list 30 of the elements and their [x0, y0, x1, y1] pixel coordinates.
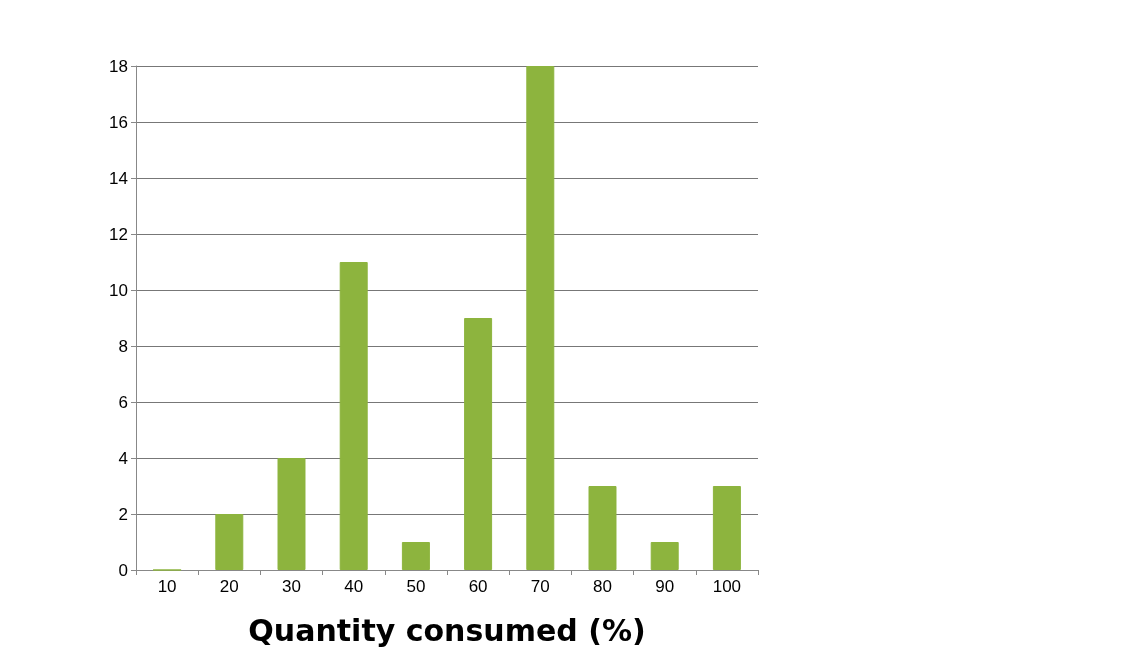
y-tick-label: 12	[109, 224, 128, 244]
bar	[588, 486, 617, 570]
bar	[650, 542, 679, 570]
x-tick-label: 50	[406, 577, 426, 596]
y-tick-label: 4	[118, 448, 128, 468]
bar	[712, 486, 741, 570]
x-tick-label: 40	[344, 577, 364, 596]
bar	[401, 542, 430, 570]
x-tick-label: 100	[712, 577, 742, 596]
bar	[215, 514, 244, 570]
bar	[526, 66, 555, 570]
x-axis-title: Quantity consumed (%)	[248, 612, 646, 648]
bar	[464, 318, 493, 570]
y-tick-label: 8	[118, 336, 128, 356]
y-tick-label: 16	[109, 112, 128, 132]
y-tick-label: 6	[118, 392, 128, 412]
y-tick-label: 14	[109, 168, 128, 188]
y-tick-label: 18	[109, 56, 128, 76]
x-tick-label: 60	[468, 577, 488, 596]
x-tick-label: 90	[655, 577, 675, 596]
x-tick-label: 80	[593, 577, 612, 596]
y-tick-label: 10	[109, 280, 128, 300]
x-tick-label: 20	[219, 577, 239, 596]
x-tick-label: 10	[157, 577, 177, 596]
bar	[339, 262, 368, 570]
x-tick-label: 70	[530, 577, 550, 596]
y-tick-label: 0	[118, 560, 128, 580]
bar	[277, 458, 306, 570]
y-tick-label: 2	[118, 504, 128, 524]
x-tick-label: 30	[282, 577, 301, 596]
